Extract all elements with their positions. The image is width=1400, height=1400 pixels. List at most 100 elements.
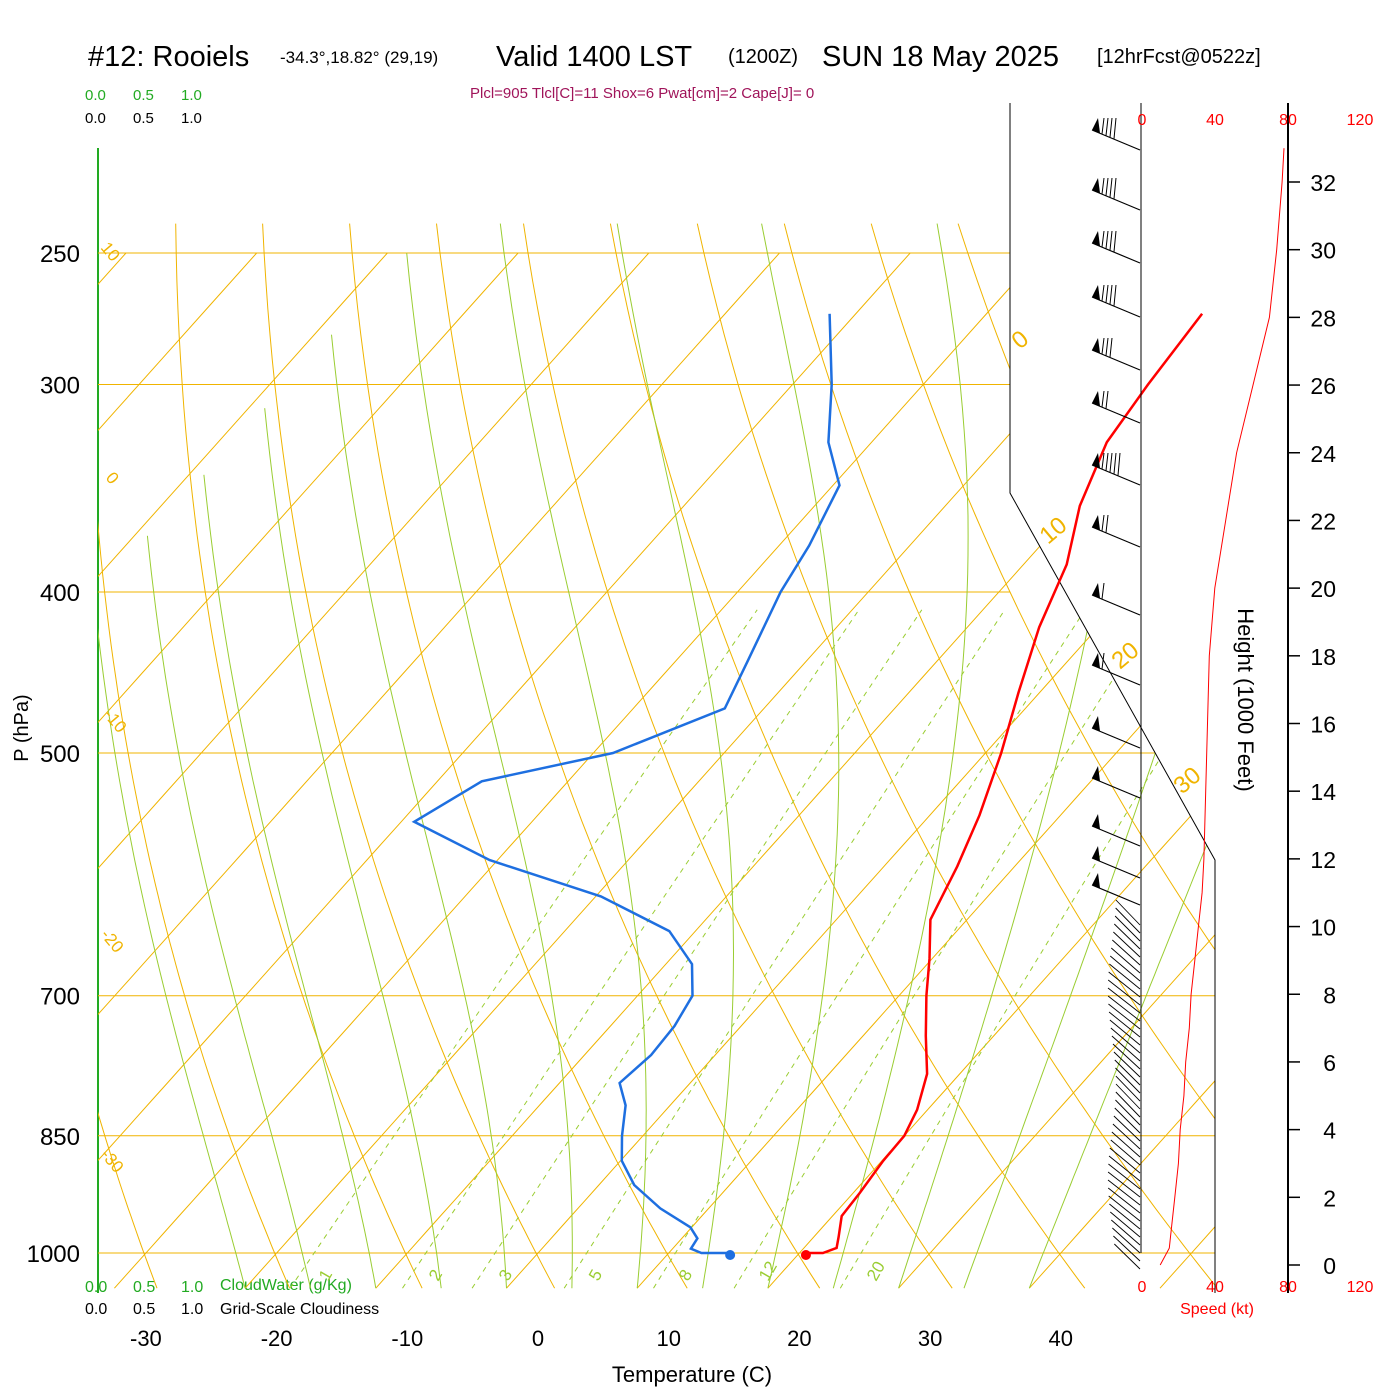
wind-barb: [1091, 402, 1141, 424]
wind-barb: [1110, 1211, 1141, 1238]
speed-tick: 40: [1206, 1279, 1224, 1296]
pressure-tick-label: 300: [40, 373, 80, 400]
isotherm-line: [98, 252, 519, 1289]
moist-adiabat-line: [963, 223, 1215, 1289]
cloudwater-scale-bottom: 0.0 0.5 1.0 CloudWater (g/Kg): [85, 1277, 352, 1296]
wind-barb-feather: [1105, 337, 1109, 356]
x-tick-label: 40: [1049, 1326, 1073, 1351]
isotherm-line: [375, 252, 1215, 1289]
height-tick-label: 8: [1323, 982, 1336, 1008]
isotherm-line: [98, 252, 780, 1289]
x-tick-label: -20: [261, 1326, 293, 1351]
isotherm-line: [98, 252, 650, 1289]
wind-barb: [1091, 884, 1141, 906]
wind-barb: [1108, 1163, 1141, 1190]
wind-barb: [1113, 1235, 1141, 1262]
wind-barb-feather: [1109, 177, 1113, 198]
wind-barb-pennant: [1092, 846, 1100, 861]
isotherm-label: 10: [97, 238, 124, 265]
dry-adiabat-line: [349, 223, 688, 1289]
speed-tick: 0: [1138, 112, 1147, 129]
wind-barb: [1091, 777, 1141, 799]
wind-barb: [1108, 1195, 1141, 1222]
wind-barb: [1108, 1011, 1141, 1038]
wind-barb: [1091, 727, 1141, 749]
wind-barb: [1091, 296, 1141, 318]
wind-barb: [1109, 1203, 1141, 1230]
dry-adiabat-line: [1393, 224, 1400, 1289]
wind-barb-pennant: [1092, 338, 1100, 353]
wind-barb: [1107, 1171, 1141, 1198]
wind-barb: [1107, 1187, 1141, 1214]
moist-adiabat-line: [203, 474, 377, 1289]
speed-tick: 120: [1347, 1279, 1374, 1296]
wind-barb-feather: [1109, 452, 1113, 473]
dry-adiabat-line: [609, 223, 1086, 1289]
wind-barb: [1107, 995, 1141, 1022]
wind-barb: [1091, 857, 1141, 879]
speed-scale-bottom: 0 40 80 120 Speed (kt): [1138, 1279, 1374, 1318]
cloudiness-tick: 0.5: [133, 110, 154, 127]
isotherm-label: 0: [102, 468, 123, 487]
wind-barb-feather: [1113, 230, 1117, 252]
plot-frame: [1009, 103, 1216, 1293]
wind-barb-pennant: [1092, 515, 1100, 530]
isotherm-line: [1028, 252, 1215, 1289]
isotherm-line: [244, 252, 1172, 1289]
height-tick-label: 0: [1323, 1253, 1336, 1279]
cloudiness-label: Grid-Scale Cloudiness: [220, 1301, 379, 1318]
wind-barb: [1112, 1043, 1141, 1070]
wind-barb-feather: [1101, 452, 1105, 470]
x-tick-label: 0: [532, 1326, 544, 1351]
wind-barb-feather: [1113, 177, 1117, 199]
wind-barb-pennant: [1092, 118, 1100, 133]
pressure-tick-label: 250: [40, 241, 80, 268]
valid-time: Valid 1400 LST: [496, 41, 692, 73]
wind-barb: [1091, 526, 1141, 548]
wind-barb-pennant: [1092, 391, 1100, 406]
wind-barb-feather: [1109, 337, 1113, 358]
wind-barb: [1115, 1099, 1141, 1126]
cloudwater-tick: 0.5: [133, 1279, 155, 1296]
height-tick-label: 18: [1310, 644, 1336, 670]
wind-barb: [1110, 947, 1141, 974]
wind-barb-pennant: [1092, 583, 1100, 598]
wind-barb: [1111, 1035, 1141, 1062]
dry-adiabat-line: [262, 223, 556, 1289]
wind-speed-line: [1159, 148, 1285, 1266]
wind-barb-feather: [1101, 177, 1105, 195]
mixing-ratio-line: [653, 609, 1086, 1289]
pressure-tick-label: 500: [40, 741, 80, 768]
cloudiness-tick: 0.5: [133, 1301, 155, 1318]
wind-barb-feather: [1113, 452, 1117, 474]
cloudwater-label: CloudWater (g/Kg): [220, 1277, 352, 1294]
x-tick-label: 10: [656, 1326, 680, 1351]
surface-dewpoint-dot: [725, 1250, 736, 1260]
mixing-ratio-line: [839, 609, 1215, 1289]
wind-barb-pennant: [1092, 653, 1100, 668]
wind-barb-pennant: [1092, 178, 1100, 193]
wind-barb-feather: [1101, 117, 1105, 135]
wind-barb: [1113, 931, 1141, 958]
wind-barb: [1115, 1075, 1141, 1102]
x-tick-label: -10: [391, 1326, 423, 1351]
isotherm-line: [98, 252, 258, 1289]
wind-barb: [1091, 464, 1141, 486]
wind-barb: [1115, 1067, 1141, 1094]
height-tick-label: 28: [1310, 305, 1336, 331]
wind-barb: [1111, 1219, 1141, 1246]
x-tick-label: -30: [130, 1326, 162, 1351]
wind-barb: [1091, 349, 1141, 371]
wind-barb-feather: [1105, 390, 1109, 409]
dry-adiabat-line: [175, 223, 423, 1289]
isotherm-label: 20: [1107, 637, 1145, 675]
wind-barb: [1108, 1155, 1141, 1182]
mixing-ratio-line: [733, 609, 1158, 1289]
height-tick-label: 10: [1310, 915, 1336, 941]
mixing-ratio-label: 8: [675, 1266, 696, 1284]
mixing-ratio-line: [563, 609, 1006, 1289]
wind-barb-feather: [1105, 452, 1109, 471]
isotherm-line: [98, 252, 388, 1289]
dry-adiabat-line: [523, 223, 953, 1289]
isotherm-label: 0: [1007, 325, 1035, 354]
